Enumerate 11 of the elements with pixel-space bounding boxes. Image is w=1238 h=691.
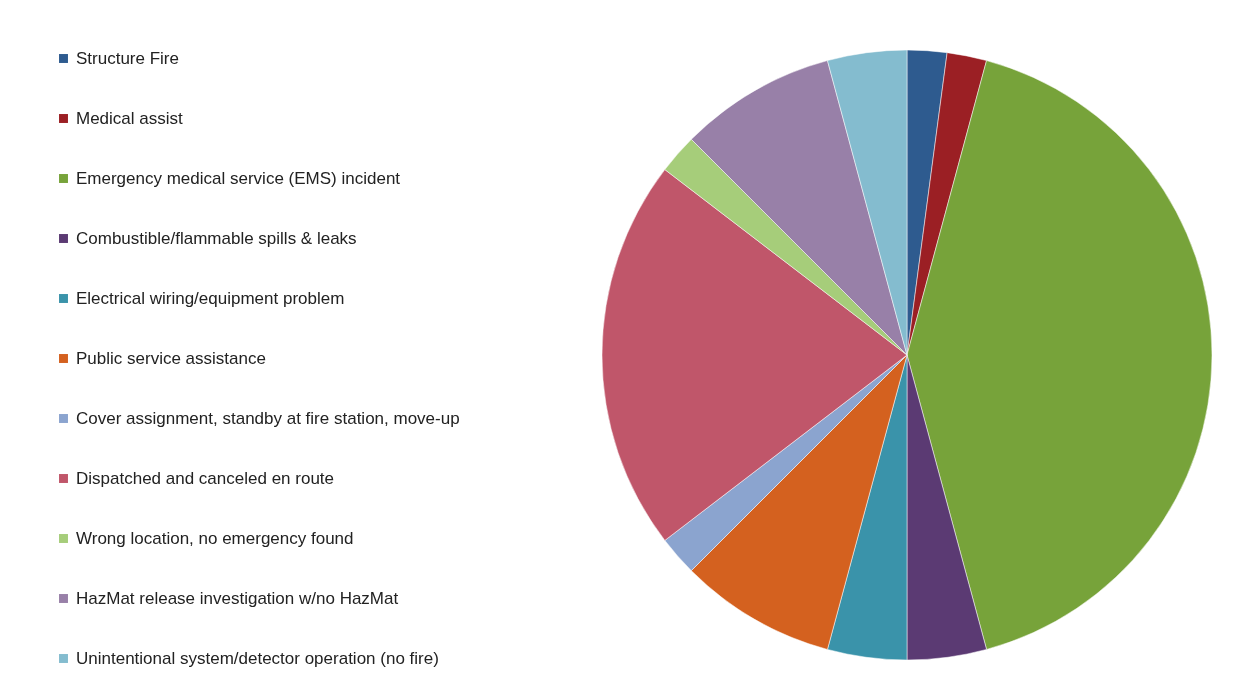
legend-label: Structure Fire <box>76 48 179 68</box>
legend-label: HazMat release investigation w/no HazMat <box>76 588 399 608</box>
legend-label: Emergency medical service (EMS) incident <box>76 168 401 188</box>
legend-label: Dispatched and canceled en route <box>76 468 335 488</box>
legend-label: Electrical wiring/equipment problem <box>76 288 345 308</box>
legend-label: Medical assist <box>76 108 184 128</box>
legend-label: Public service assistance <box>76 348 266 368</box>
legend-label: Cover assignment, standby at fire station, move-up <box>76 408 460 428</box>
legend-label: Combustible/flammable spills & leaks <box>76 228 357 248</box>
legend-label: Wrong location, no emergency found <box>76 528 354 548</box>
legend-label: Unintentional system/detector operation (no fire) <box>76 648 439 668</box>
